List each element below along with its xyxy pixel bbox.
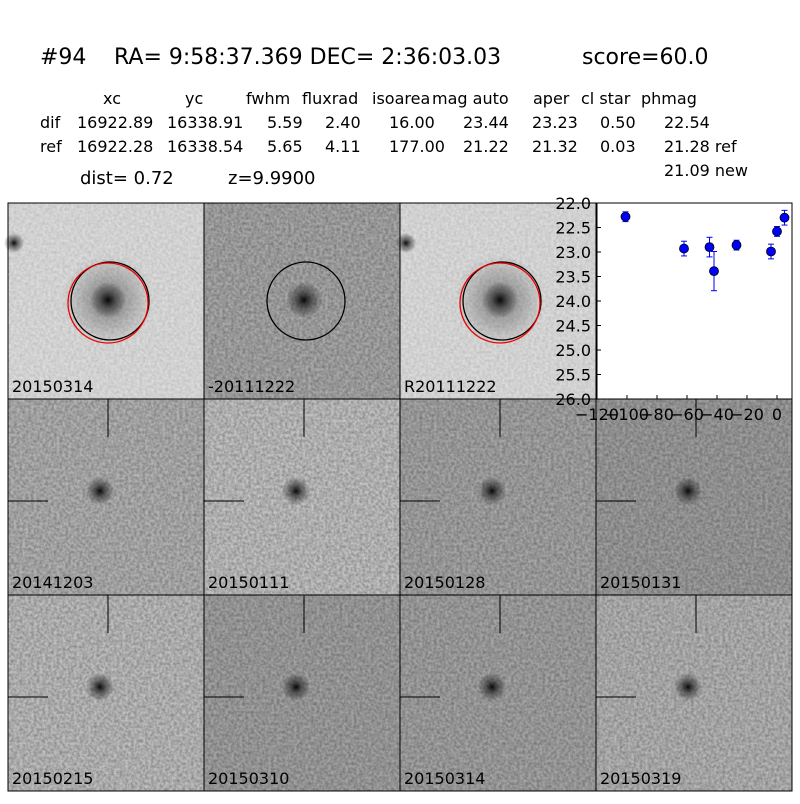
y-tick-label: 23.5 xyxy=(555,268,591,287)
x-tick-label: −20 xyxy=(730,405,764,424)
row-label: ref xyxy=(40,137,62,156)
distance: dist= 0.72 xyxy=(80,168,174,189)
table-cell: 16.00 xyxy=(389,113,435,132)
column-header: isoarea xyxy=(372,89,430,108)
coordinates: RA= 9:58:37.369 DEC= 2:36:03.03 xyxy=(114,45,501,70)
source xyxy=(282,673,310,701)
panel-label: 20150310 xyxy=(208,769,289,788)
source xyxy=(478,477,506,505)
x-tick-label: −40 xyxy=(700,405,734,424)
source xyxy=(90,282,126,318)
source xyxy=(482,282,518,318)
data-point xyxy=(709,266,719,277)
column-header: xc xyxy=(103,89,121,108)
panel-label: 20150215 xyxy=(12,769,93,788)
column-header: aper xyxy=(533,89,570,108)
column-header: cl star xyxy=(581,89,631,108)
column-header: fwhm xyxy=(246,89,290,108)
table-cell: 177.00 xyxy=(389,137,445,156)
aperture-ref xyxy=(67,262,149,344)
aperture xyxy=(266,261,346,341)
y-tick-label: 23.0 xyxy=(555,243,591,262)
data-point xyxy=(731,240,742,251)
y-tick-label: 26.0 xyxy=(555,390,591,409)
y-tick-label: 24.5 xyxy=(555,317,591,336)
source xyxy=(674,673,702,701)
source xyxy=(286,282,322,318)
table-cell: 21.22 xyxy=(463,137,509,156)
data-point xyxy=(766,246,776,257)
source xyxy=(674,477,702,505)
table-cell: 4.11 xyxy=(325,137,361,156)
source xyxy=(282,477,310,505)
table-cell: 16338.54 xyxy=(167,137,243,156)
table-cell: 16922.89 xyxy=(77,113,153,132)
data-point xyxy=(779,212,790,223)
data-point xyxy=(772,226,782,237)
aperture xyxy=(70,261,150,341)
row-label: dif xyxy=(40,113,61,132)
y-tick-label: 25.5 xyxy=(555,366,591,385)
panel-label: 20150314 xyxy=(404,769,485,788)
x-tick-label: −100 xyxy=(605,405,649,424)
neighbor-source xyxy=(4,233,24,253)
x-tick-label: −120 xyxy=(575,405,619,424)
y-tick-label: 25.0 xyxy=(555,341,591,360)
table-cell: 5.65 xyxy=(267,137,303,156)
source xyxy=(478,673,506,701)
table-cell: 0.03 xyxy=(600,137,636,156)
plot-area xyxy=(596,202,793,400)
y-tick-label: 24.0 xyxy=(555,292,591,311)
y-tick-label: 22.5 xyxy=(555,219,591,238)
panel-label: -20111222 xyxy=(208,377,295,396)
x-tick-label: 0 xyxy=(772,405,782,424)
aperture xyxy=(462,261,542,341)
column-header: yc xyxy=(185,89,203,108)
panel-label: 20150111 xyxy=(208,573,289,592)
table-cell: 2.40 xyxy=(325,113,361,132)
table-cell: 21.32 xyxy=(532,137,578,156)
column-header: phmag xyxy=(641,89,697,108)
x-tick-label: −60 xyxy=(670,405,704,424)
panel-label: 20141203 xyxy=(12,573,93,592)
panel-label: 20150319 xyxy=(600,769,681,788)
panel-label: R20111222 xyxy=(404,377,497,396)
source xyxy=(86,477,114,505)
table-cell: 23.23 xyxy=(532,113,578,132)
panel-label: 20150314 xyxy=(12,377,93,396)
table-cell: 5.59 xyxy=(267,113,303,132)
panel-border xyxy=(595,594,793,792)
phmag-new: 21.09 new xyxy=(664,161,748,180)
redshift: z=9.9900 xyxy=(228,168,316,189)
table-cell: 23.44 xyxy=(463,113,509,132)
y-tick-label: 22.0 xyxy=(555,194,591,213)
table-cell: 16338.91 xyxy=(167,113,243,132)
table-cell: 22.54 xyxy=(664,113,710,132)
panel-label: 20150131 xyxy=(600,573,681,592)
neighbor-source xyxy=(396,233,416,253)
source xyxy=(86,673,114,701)
table-cell: 0.50 xyxy=(600,113,636,132)
column-header: mag auto xyxy=(432,89,509,108)
aperture-ref xyxy=(459,262,541,344)
panel-label: 20150128 xyxy=(404,573,485,592)
candidate-id: #94 xyxy=(40,45,86,70)
data-point xyxy=(679,243,689,254)
data-point xyxy=(620,211,631,222)
column-header: fluxrad xyxy=(302,89,358,108)
table-cell: 21.28 ref xyxy=(664,137,737,156)
score: score=60.0 xyxy=(582,45,709,70)
data-point xyxy=(704,242,715,253)
table-cell: 16922.28 xyxy=(77,137,153,156)
x-tick-label: −80 xyxy=(640,405,674,424)
